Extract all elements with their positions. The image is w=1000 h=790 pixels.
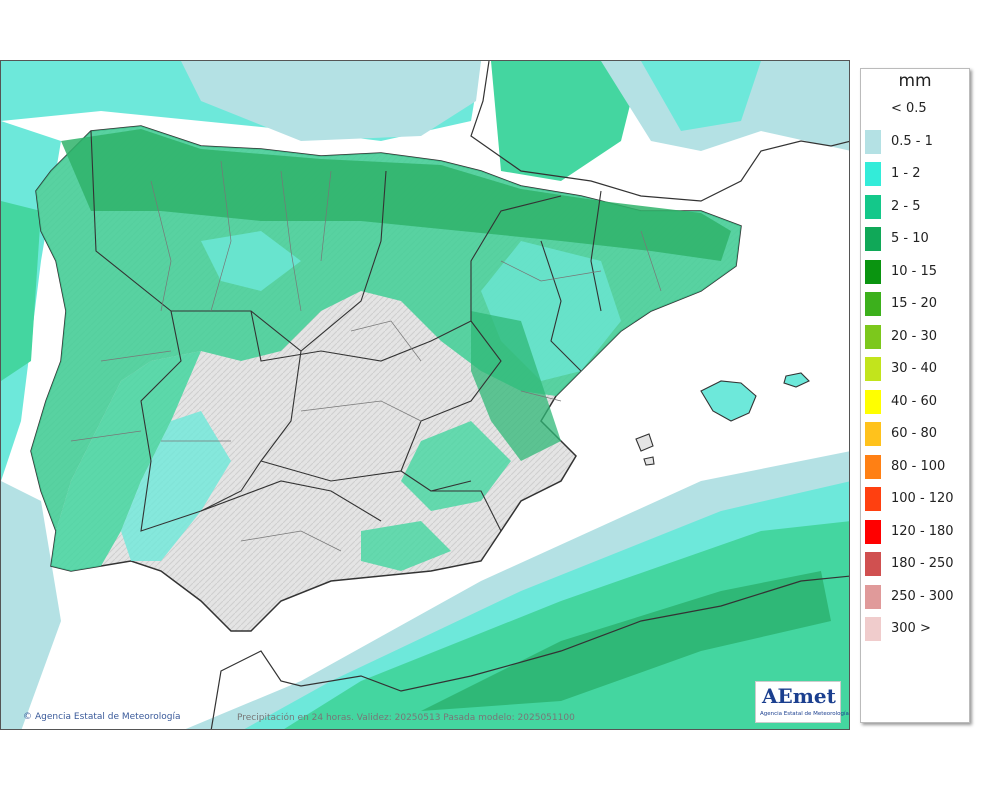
legend-item: 2 - 5: [865, 194, 965, 219]
legend-swatch: [865, 324, 881, 349]
legend-item: 1 - 2: [865, 162, 965, 186]
legend-swatch: [865, 422, 881, 446]
legend-label: 5 - 10: [891, 231, 929, 246]
legend-swatch: [865, 194, 881, 219]
africa-green-band: [284, 521, 849, 729]
legend-label: 120 - 180: [891, 523, 954, 539]
bay-of-biscay-light-field: [181, 61, 481, 141]
legend-item: 300 >: [865, 617, 965, 641]
legend-swatch: [865, 97, 881, 121]
mallorca-island: [700, 380, 757, 422]
legend-swatch: [865, 292, 881, 316]
biscay-green-field: [491, 61, 641, 181]
legend-item: 60 - 80: [865, 422, 965, 446]
legend-label: 2 - 5: [891, 198, 921, 214]
legend-item: 100 - 120: [865, 487, 965, 511]
legend-swatch: [865, 617, 881, 641]
legend-label: 180 - 250: [891, 556, 954, 571]
precipitation-legend: mm < 0.5 0.5 - 1 1 - 2 2 - 5 5 - 10 10 - 15 15…: [860, 68, 970, 723]
legend-label: 80 - 100: [891, 458, 946, 474]
map-caption: Precipitación en 24 horas. Validez: 2025…: [237, 713, 575, 723]
legend-swatch: [865, 519, 881, 544]
legend-swatch: [865, 227, 881, 251]
legend-label: 15 - 20: [891, 296, 938, 311]
legend-item: 250 - 300: [865, 584, 965, 609]
aemet-logo: AEmet Agencia Estatal de Meteorología: [755, 681, 849, 723]
region-borders: [90, 130, 602, 532]
legend-label: 250 - 300: [891, 588, 954, 604]
legend-item: 40 - 60: [865, 389, 965, 414]
legend-swatch: [865, 162, 881, 186]
legend-label: 10 - 15: [891, 263, 938, 279]
southwest-cyan-field: [121, 411, 231, 561]
africa-darkgreen-band: [421, 571, 831, 711]
legend-item: 80 - 100: [865, 454, 965, 479]
menorca-island: [783, 372, 810, 388]
aemet-logo-subtext: Agencia Estatal de Meteorología: [760, 711, 849, 717]
ibiza-island: [635, 433, 654, 452]
province-borders: [70, 160, 662, 552]
legend-label: 40 - 60: [891, 393, 938, 409]
legend-swatch: [865, 487, 881, 511]
legend-label: < 0.5: [891, 101, 927, 116]
aemet-logo-word: AEmet: [762, 684, 836, 708]
map-canvas: [1, 61, 849, 729]
copyright-icon: ©: [23, 712, 32, 722]
legend-label: 60 - 80: [891, 426, 938, 441]
legend-swatch: [865, 389, 881, 414]
meseta-cyan-field: [201, 231, 301, 291]
legend-label: 30 - 40: [891, 361, 938, 376]
legend-swatch: [865, 552, 881, 576]
credit-text: Agencia Estatal de Meteorología: [35, 712, 181, 722]
legend-item: 30 - 40: [865, 357, 965, 381]
southeast-green-field: [401, 421, 511, 511]
granada-green-field: [361, 521, 451, 571]
legend-label: 100 - 120: [891, 491, 954, 506]
france-border-coastline: [470, 61, 849, 202]
formentera-island: [643, 456, 655, 466]
legend-label: 20 - 30: [891, 328, 938, 344]
legend-swatch: [865, 259, 881, 284]
legend-swatch: [865, 129, 881, 154]
legend-label: 0.5 - 1: [891, 133, 933, 149]
legend-label: 1 - 2: [891, 166, 921, 181]
legend-item: 20 - 30: [865, 324, 965, 349]
legend-item: 120 - 180: [865, 519, 965, 544]
copyright-credit: © Agencia Estatal de Meteorología: [23, 712, 181, 722]
legend-swatch: [865, 357, 881, 381]
atlantic-south-light-field: [1, 481, 61, 729]
west-rain-field: [51, 351, 201, 571]
legend-item: 0.5 - 1: [865, 129, 965, 154]
legend-swatch: [865, 584, 881, 609]
france-cyan-field: [641, 61, 761, 131]
legend-item: < 0.5: [865, 97, 965, 121]
legend-item: 5 - 10: [865, 227, 965, 251]
legend-item: 10 - 15: [865, 259, 965, 284]
legend-label: 300 >: [891, 621, 931, 636]
legend-swatch: [865, 454, 881, 479]
legend-item: 15 - 20: [865, 292, 965, 316]
precipitation-map: © Agencia Estatal de Meteorología Precipi…: [0, 60, 850, 730]
legend-unit: mm: [898, 71, 932, 91]
north-africa-coastline: [210, 575, 849, 729]
iberian-system-green-field: [471, 311, 561, 461]
legend-item: 180 - 250: [865, 552, 965, 576]
atlantic-green-field: [1, 201, 41, 381]
cantabrian-heavy-rain-field: [61, 129, 731, 261]
